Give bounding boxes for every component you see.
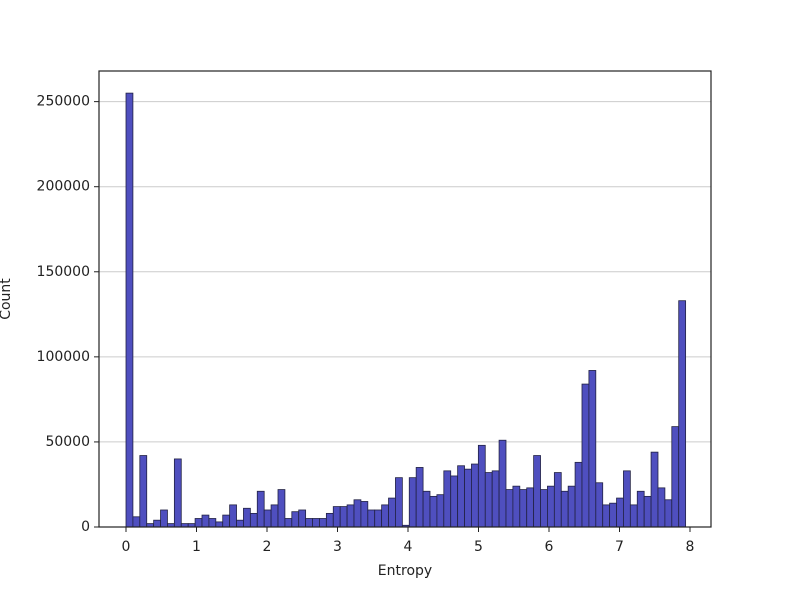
bar [222, 514, 231, 528]
bar [533, 455, 541, 528]
bar [519, 489, 528, 528]
bar [664, 499, 673, 528]
bar [325, 512, 334, 528]
bar [505, 489, 514, 528]
y-tick-label: 50000 [45, 434, 90, 450]
bar [249, 512, 258, 528]
bar [623, 470, 631, 528]
bar [436, 494, 445, 528]
bar [395, 477, 403, 528]
bar [360, 501, 369, 528]
bar [450, 475, 459, 528]
bar [215, 521, 224, 528]
bar [160, 509, 168, 528]
x-tick-label: 6 [545, 539, 554, 555]
bar [132, 516, 141, 528]
x-tick-label: 5 [474, 539, 483, 555]
bar [498, 439, 507, 528]
bar [381, 504, 389, 528]
bar [415, 467, 424, 528]
x-tick-label: 7 [615, 539, 624, 555]
bar [588, 370, 597, 528]
bar [305, 518, 313, 528]
bar [657, 487, 666, 528]
bar [629, 504, 638, 528]
bar [457, 465, 465, 528]
y-tick-label: 200000 [37, 179, 90, 195]
bar [201, 514, 210, 528]
bar [678, 300, 687, 528]
bar [491, 470, 500, 528]
bar [263, 509, 272, 528]
bar [609, 502, 617, 528]
bar [429, 495, 438, 528]
bar [256, 490, 265, 528]
bar [567, 485, 576, 528]
y-tick-label: 250000 [37, 94, 90, 110]
bar [229, 504, 237, 528]
y-tick-label: 150000 [37, 264, 90, 280]
bar [643, 495, 652, 528]
bar [353, 499, 362, 528]
bar [560, 490, 569, 528]
x-tick-label: 3 [333, 539, 342, 555]
bar [346, 504, 355, 528]
bar [574, 461, 583, 528]
bar [332, 506, 341, 528]
bar [291, 511, 300, 528]
bar [477, 444, 486, 528]
bar [284, 518, 293, 528]
bar [540, 489, 548, 528]
bar [243, 507, 251, 528]
bar [408, 477, 417, 528]
x-tick-label: 1 [192, 539, 201, 555]
x-tick-label: 4 [404, 539, 413, 555]
bar [339, 506, 348, 528]
bar [319, 518, 327, 528]
bar [388, 497, 396, 528]
bar [581, 383, 590, 528]
bar [194, 518, 203, 528]
bar [208, 518, 217, 528]
bar [298, 509, 307, 528]
x-tick-label: 0 [122, 539, 131, 555]
bar [443, 470, 452, 528]
x-tick-label: 2 [263, 539, 272, 555]
bar [277, 489, 286, 528]
bar [602, 504, 611, 528]
bar [270, 504, 279, 528]
bar [236, 519, 244, 528]
bar [367, 509, 376, 528]
bar [464, 468, 472, 528]
plot-frame [98, 70, 712, 528]
bar [484, 472, 493, 528]
x-tick-label: 8 [686, 539, 695, 555]
bar [374, 509, 383, 528]
bar [553, 472, 562, 528]
bar [139, 455, 148, 528]
x-axis-label: Entropy [378, 563, 432, 579]
bar [125, 92, 134, 528]
bar [471, 463, 479, 528]
y-tick-label: 100000 [37, 349, 90, 365]
bar [616, 497, 624, 528]
bar [512, 485, 521, 528]
bar [173, 458, 182, 528]
bar [650, 451, 659, 528]
y-tick-label: 0 [81, 519, 90, 535]
bar [547, 485, 555, 528]
bar [526, 487, 535, 528]
bar [422, 490, 431, 528]
y-axis-label: Count [0, 278, 14, 320]
bar [312, 518, 320, 528]
bar [595, 482, 604, 528]
bar [671, 426, 680, 528]
bar [153, 519, 161, 528]
bar [636, 490, 645, 528]
